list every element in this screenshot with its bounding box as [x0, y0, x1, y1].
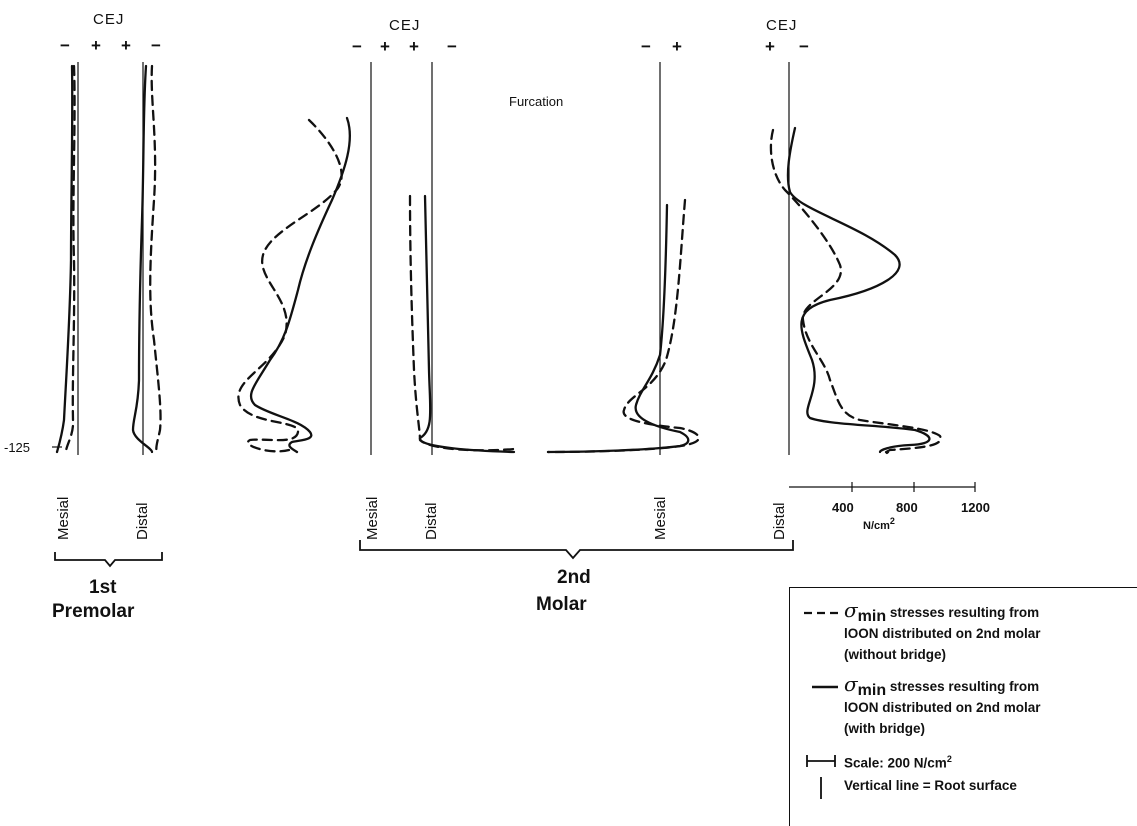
sign-plus: + [409, 37, 419, 56]
root-label-distal: Distal [134, 502, 151, 540]
sigma-symbol: σ [844, 598, 858, 622]
premolar-brace [54, 552, 163, 568]
curve-molar-distal2-solid [786, 126, 931, 454]
curve-premolar-mesial-dashed [64, 64, 76, 454]
sign-minus: − [641, 37, 651, 56]
sign-minus: − [799, 37, 809, 56]
sign-minus: − [60, 36, 70, 55]
legend-scale-text: Scale: 200 N/cm [844, 755, 947, 771]
dashed-line-icon [804, 610, 840, 631]
scale-bar-icon [804, 749, 840, 770]
legend-solid-line1: stresses resulting from [889, 679, 1040, 694]
furcation-label: Furcation [509, 94, 563, 109]
curve-molar-distal-solid [418, 194, 516, 454]
group-label-premolar-2: Premolar [52, 601, 135, 622]
sigma-symbol: σ [844, 672, 858, 696]
cej-label-molar-distal: CEJ [766, 17, 797, 34]
stress-unit: N/cm2 [863, 516, 895, 532]
stress-tick-400: 400 [832, 500, 854, 515]
molar-brace [359, 540, 794, 560]
stress-tick-1200: 1200 [961, 500, 990, 515]
sigma-subscript: min [857, 608, 887, 625]
legend-dashed-line2: lOON distributed on 2nd molar [844, 626, 1041, 641]
sign-minus: − [352, 37, 362, 56]
sign-plus: + [121, 36, 131, 55]
stress-tick-800: 800 [896, 500, 918, 515]
solid-line-icon [804, 684, 840, 705]
group-label-molar-2: Molar [536, 594, 587, 615]
legend: σmin stresses resulting from lOON distri… [789, 587, 1137, 826]
legend-scale-exp: 2 [946, 754, 952, 764]
sign-plus: + [672, 37, 682, 56]
root-label-distal: Distal [423, 502, 440, 540]
root-label-mesial: Mesial [364, 497, 381, 540]
curve-molar-mesial2-dashed [546, 198, 700, 454]
curve-molar-mesial-solid [249, 116, 351, 454]
depth-tick-label: -125 [4, 440, 30, 455]
sigma-subscript: min [857, 682, 887, 699]
curve-molar-mesial2-solid [546, 203, 690, 454]
legend-solid-line3: (with bridge) [844, 721, 925, 736]
legend-dashed-line1: stresses resulting from [889, 605, 1040, 620]
group-label-premolar-1: 1st [89, 577, 117, 598]
curve-premolar-distal-solid [131, 64, 154, 454]
curve-molar-mesial-dashed [237, 118, 343, 453]
group-label-molar-1: 2nd [557, 567, 591, 588]
sign-plus: + [765, 37, 775, 56]
vertical-line-icon [804, 775, 840, 799]
root-label-mesial: Mesial [55, 497, 72, 540]
legend-root-text: Vertical line = Root surface [844, 778, 1017, 793]
curve-molar-distal2-dashed [769, 128, 942, 456]
sign-minus: − [151, 36, 161, 55]
curve-premolar-distal-dashed [149, 64, 162, 454]
legend-dashed-line3: (without bridge) [844, 647, 946, 662]
root-label-distal: Distal [771, 502, 788, 540]
cej-label-premolar: CEJ [93, 11, 124, 28]
legend-solid-line2: lOON distributed on 2nd molar [844, 700, 1041, 715]
sign-plus: + [380, 37, 390, 56]
sign-minus: − [447, 37, 457, 56]
root-label-mesial: Mesial [652, 497, 669, 540]
curve-premolar-mesial-solid [55, 64, 74, 454]
sign-plus: + [91, 36, 101, 55]
cej-label-molar: CEJ [389, 17, 420, 34]
